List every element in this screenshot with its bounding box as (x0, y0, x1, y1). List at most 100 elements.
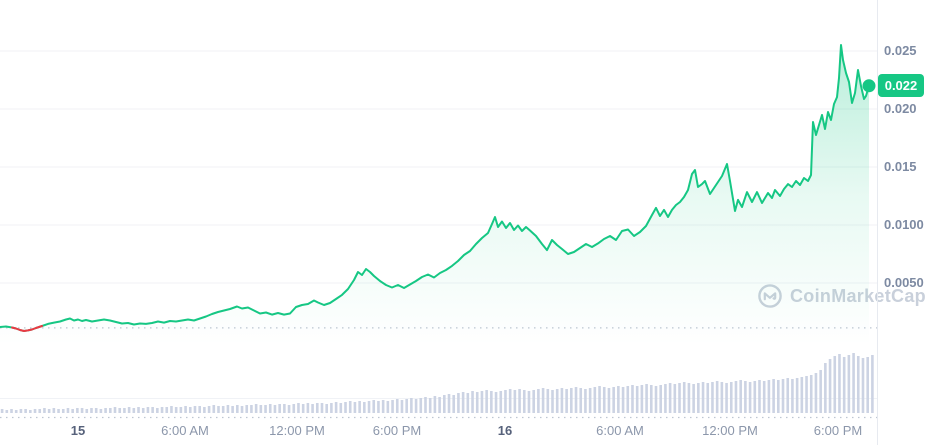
volume-bar (80, 408, 84, 413)
volume-bar (866, 357, 869, 413)
volume-bar (278, 404, 281, 413)
volume-bar (123, 408, 126, 413)
volume-bar (715, 381, 719, 413)
volume-bar (791, 379, 794, 413)
volume-bar (579, 388, 583, 413)
volume-bar (419, 398, 423, 413)
volume-bar (301, 404, 305, 413)
volume-bar (344, 402, 347, 413)
volume-bar (621, 387, 625, 413)
volume-bar (353, 402, 357, 413)
volume-bar (555, 389, 559, 413)
volume-bar (198, 406, 201, 413)
volume-bar (475, 392, 479, 413)
volume-bar (809, 375, 813, 413)
volume-bar (452, 395, 456, 413)
volume-bar (617, 386, 620, 413)
volume-bar (504, 390, 507, 413)
area-fill-layer (0, 45, 869, 345)
volume-bar (871, 355, 874, 413)
y-axis-label: 0.020 (884, 101, 917, 116)
volume-bar (414, 399, 418, 413)
current-price-badge: 0.022 (878, 74, 924, 98)
volume-bar (805, 376, 808, 413)
volume-bar (447, 394, 451, 413)
volume-bar (179, 407, 183, 413)
volume-bar (236, 405, 239, 413)
volume-bar (5, 410, 9, 413)
volume-bar (33, 409, 37, 413)
volume-bar (777, 380, 780, 413)
volume-bar (833, 356, 837, 413)
volume-bar (14, 410, 18, 413)
volume-bar (127, 407, 131, 413)
volume-bar (386, 401, 390, 413)
volume-bar (240, 406, 244, 413)
x-axis-time-label: 6:00 AM (596, 423, 644, 438)
volume-bar (330, 403, 333, 413)
volume-bar (85, 409, 89, 413)
price-line-layer (0, 44, 870, 332)
volume-bar (824, 363, 827, 413)
volume-bar (438, 397, 441, 413)
volume-bar (631, 385, 634, 413)
volume-bar (10, 409, 13, 413)
volume-bar (268, 404, 272, 413)
price-area-fill (0, 45, 869, 345)
volume-bar (99, 409, 103, 413)
y-axis-label: 0.015 (884, 159, 917, 174)
volume-bar (43, 408, 46, 413)
volume-bar (762, 381, 766, 413)
volume-bar (188, 407, 192, 413)
volume-bar (485, 390, 488, 413)
volume-bar (499, 391, 503, 413)
volume-bar (254, 404, 258, 413)
x-axis-time-label: 6:00 AM (161, 423, 209, 438)
volume-bar (245, 405, 249, 413)
volume-bar (758, 380, 761, 413)
price-line (0, 44, 870, 332)
volume-bar (772, 379, 775, 413)
volume-bar (795, 378, 799, 413)
volume-bar (461, 392, 465, 413)
volume-bar (471, 391, 474, 413)
volume-bar (706, 383, 710, 413)
volume-bar (744, 381, 747, 413)
volume-bar (217, 406, 220, 413)
volume-bar (358, 401, 361, 413)
volume-bar (508, 389, 512, 413)
volume-bar (221, 406, 225, 413)
x-axis-day-label: 16 (497, 423, 513, 438)
volume-bar (94, 408, 98, 413)
volume-bar (283, 404, 286, 413)
x-axis-time-label: 12:00 PM (702, 423, 758, 438)
volume-bar (348, 401, 352, 413)
volume-bar (118, 408, 122, 413)
volume-bar (739, 380, 742, 413)
volume-bar (297, 403, 300, 413)
volume-bar (551, 390, 554, 413)
volume-bar (395, 399, 399, 413)
volume-bars-layer (0, 353, 874, 413)
volume-bar (287, 405, 291, 413)
y-axis-label: 0.025 (884, 43, 917, 58)
volume-bar (570, 388, 573, 413)
volume-bar (819, 370, 822, 413)
volume-bar (640, 385, 644, 413)
volume-bar (339, 403, 343, 413)
volume-bar (170, 406, 173, 413)
volume-bar (156, 408, 159, 413)
volume-bar (19, 409, 23, 413)
volume-bar (38, 409, 42, 413)
volume-bar (151, 407, 154, 413)
volume-bar (537, 389, 540, 413)
volume-bar (367, 401, 371, 413)
volume-bar (400, 400, 404, 413)
volume-bar (612, 387, 615, 413)
volume-bar (828, 359, 832, 413)
volume-bar (410, 398, 413, 413)
volume-bar (847, 355, 851, 413)
volume-bar (574, 387, 578, 413)
volume-bar (320, 403, 324, 413)
